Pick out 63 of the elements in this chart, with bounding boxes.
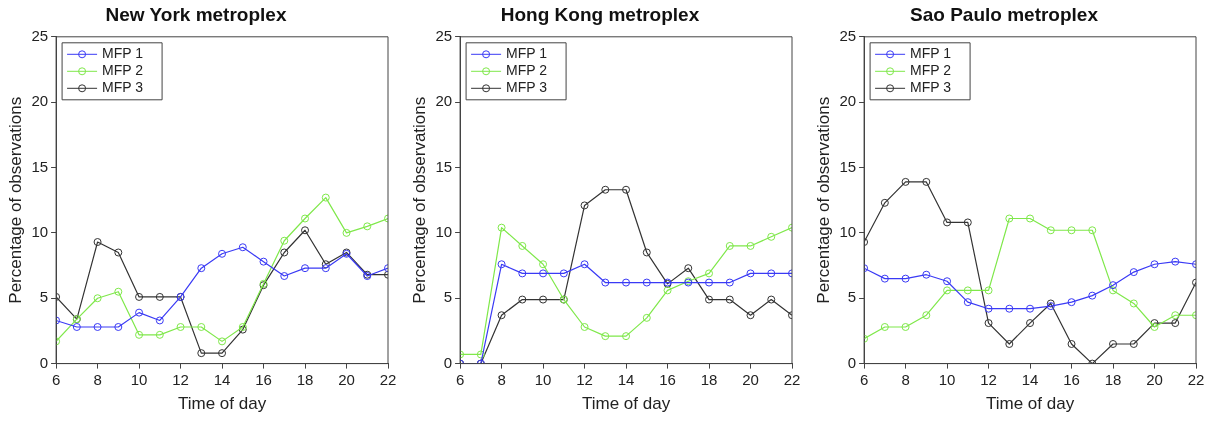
x-axis-title: Time of day [177, 394, 267, 414]
chart-title: Hong Kong metroplex [500, 3, 700, 25]
x-tick-label: 16 [255, 370, 272, 388]
y-tick-label: 5 [443, 288, 453, 306]
legend-label: MFP 3 [910, 79, 952, 96]
x-tick-label: 16 [1063, 370, 1080, 388]
x-tick-label: 6 [859, 370, 869, 388]
x-tick-label: 20 [338, 370, 355, 388]
x-tick-label: 14 [617, 370, 635, 388]
y-tick-label: 0 [39, 353, 49, 371]
x-tick-label: 8 [901, 370, 910, 388]
y-tick-label: 5 [39, 288, 49, 306]
y-tick-label: 20 [31, 92, 49, 110]
x-tick-label: 12 [980, 370, 997, 388]
x-axis-title: Time of day [985, 394, 1075, 414]
y-axis-title: Percentage of observations [813, 96, 833, 304]
x-tick-label: 12 [172, 370, 189, 388]
legend-label: MFP 3 [102, 79, 144, 96]
legend-label: MFP 2 [910, 62, 952, 79]
x-tick-label: 6 [51, 370, 61, 388]
chart-title: New York metroplex [105, 3, 287, 25]
x-tick-label: 10 [130, 370, 148, 388]
x-tick-label: 10 [938, 370, 956, 388]
legend-label: MFP 2 [102, 62, 144, 79]
x-tick-label: 14 [1021, 370, 1039, 388]
chart-title: Sao Paulo metroplex [910, 3, 1099, 25]
y-tick-label: 15 [839, 157, 857, 175]
legend-label: MFP 1 [506, 45, 548, 62]
y-tick-label: 10 [31, 223, 49, 241]
legend-label: MFP 1 [102, 45, 144, 62]
y-tick-label: 15 [31, 157, 49, 175]
x-tick-label: 12 [576, 370, 593, 388]
x-tick-label: 8 [497, 370, 506, 388]
y-axis-title: Percentage of observations [409, 96, 429, 304]
legend-label: MFP 2 [506, 62, 548, 79]
y-tick-label: 25 [839, 26, 857, 44]
y-tick-label: 0 [847, 353, 857, 371]
y-tick-label: 20 [839, 92, 857, 110]
x-tick-label: 22 [379, 370, 397, 388]
x-tick-label: 18 [1104, 370, 1122, 388]
x-tick-label: 20 [742, 370, 759, 388]
y-tick-label: 10 [435, 223, 453, 241]
y-tick-label: 15 [435, 157, 453, 175]
y-tick-label: 10 [839, 223, 857, 241]
x-tick-label: 8 [93, 370, 102, 388]
y-tick-label: 5 [847, 288, 857, 306]
x-tick-label: 20 [1146, 370, 1163, 388]
y-tick-label: 0 [443, 353, 453, 371]
x-tick-label: 14 [213, 370, 231, 388]
x-tick-label: 22 [783, 370, 801, 388]
y-tick-label: 25 [435, 26, 453, 44]
x-tick-label: 22 [1187, 370, 1205, 388]
x-tick-label: 18 [700, 370, 718, 388]
y-axis-title: Percentage of observations [5, 96, 25, 304]
legend-label: MFP 3 [506, 79, 548, 96]
x-axis-title: Time of day [581, 394, 671, 414]
x-tick-label: 16 [659, 370, 676, 388]
x-tick-label: 18 [296, 370, 314, 388]
y-tick-label: 25 [31, 26, 49, 44]
x-tick-label: 6 [455, 370, 465, 388]
x-tick-label: 10 [534, 370, 552, 388]
legend-label: MFP 1 [910, 45, 952, 62]
y-tick-label: 20 [435, 92, 453, 110]
